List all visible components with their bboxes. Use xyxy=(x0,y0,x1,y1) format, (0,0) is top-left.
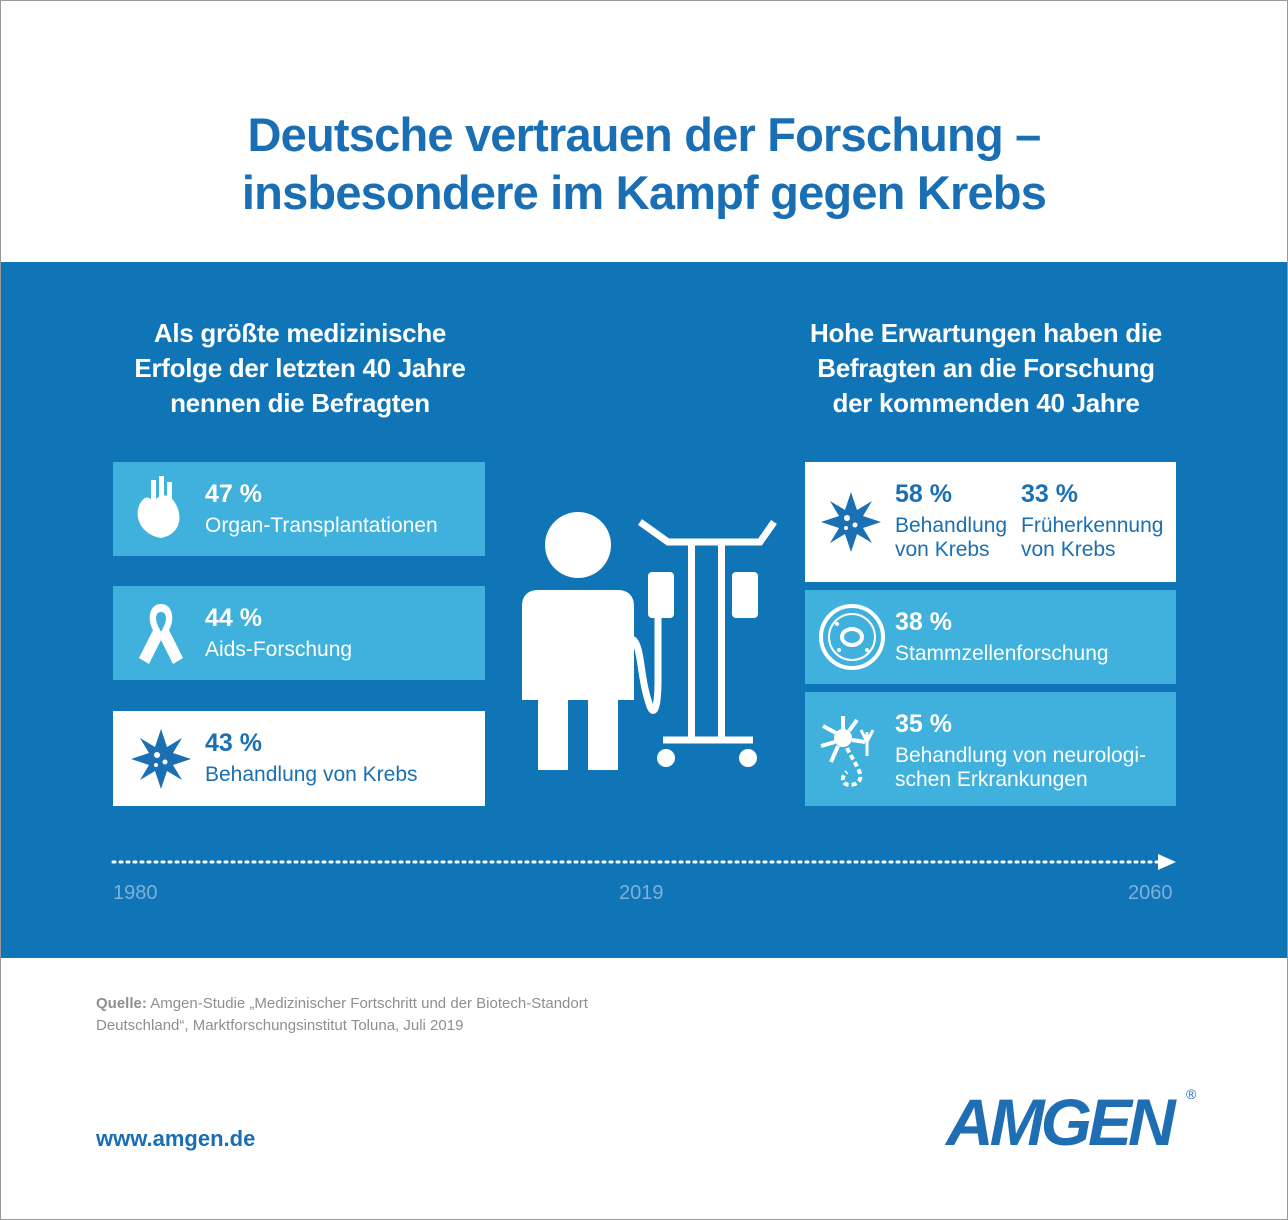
label: Organ-Transplantationen xyxy=(205,514,438,537)
item-box: 44 % Aids-Forschung xyxy=(113,586,485,680)
heart-icon xyxy=(137,476,180,538)
percent: 43 % xyxy=(205,729,262,757)
heading-line: nennen die Befragten xyxy=(170,388,430,418)
label-line: schen Erkrankungen xyxy=(895,768,1088,791)
label-line: von Krebs xyxy=(895,538,990,561)
timeline-label: 1980 xyxy=(113,882,158,904)
heading-line: Hohe Erwartungen haben die xyxy=(810,318,1162,348)
title-line: insbesondere im Kampf gegen Krebs xyxy=(241,166,1047,219)
label: Stammzellenforschung xyxy=(895,642,1109,665)
timeline-arrow xyxy=(111,854,1176,870)
ribbon-icon xyxy=(139,604,183,664)
heading-line: Als größte medizinische xyxy=(153,318,447,348)
label: Behandlung von neurologi-schen Erkrankun… xyxy=(895,744,1146,792)
percent: 47 % xyxy=(205,480,262,508)
cancer-icon xyxy=(131,729,191,789)
label-line: von Krebs xyxy=(1021,538,1116,561)
source-line: Quelle: Amgen-Studie „Medizinischer Fort… xyxy=(96,993,588,1015)
heading-line: Befragten an die Forschung xyxy=(817,353,1155,383)
title: Deutsche vertrauen der Forschung – insbe… xyxy=(0,106,1288,222)
heading-line: der kommenden 40 Jahre xyxy=(832,388,1140,418)
cancer-icon xyxy=(821,492,881,552)
label: Aids-Forschung xyxy=(205,638,353,661)
source-text: Amgen-Studie „Medizinischer Fortschritt … xyxy=(150,995,588,1012)
patient-icon xyxy=(522,512,777,770)
source: Quelle: Amgen-Studie „Medizinischer Fort… xyxy=(96,993,588,1037)
percent: 58 % xyxy=(895,480,952,508)
source-line: Deutschland“, Marktforschungsinstitut To… xyxy=(96,1017,464,1034)
logo: AMGEN xyxy=(946,1085,1176,1159)
item-box: 47 % Organ-Transplantationen xyxy=(113,462,485,556)
percent: 33 % xyxy=(1021,480,1078,508)
timeline-label: 2019 xyxy=(619,882,664,904)
label-line: Früherkennung xyxy=(1021,514,1164,537)
heading-line: Erfolge der letzten 40 Jahre xyxy=(134,353,466,383)
timeline-label: 2060 xyxy=(1128,882,1173,904)
label: Behandlung von Krebs xyxy=(205,763,418,786)
percent: 35 % xyxy=(895,710,952,738)
label-line: Behandlung xyxy=(895,514,1008,537)
url: www.amgen.de xyxy=(96,1126,256,1151)
right-heading: Hohe Erwartungen haben die Befragten an … xyxy=(786,316,1186,421)
title-line: Deutsche vertrauen der Forschung – xyxy=(247,108,1042,161)
percent: 44 % xyxy=(205,604,262,632)
neuron-icon xyxy=(820,716,875,787)
label-line: Behandlung von neurologi- xyxy=(895,744,1147,767)
item-box: 35 % Behandlung von neurologi-schen Erkr… xyxy=(805,692,1176,806)
item-box: 58 % Behandlung von Krebs 33 % Früherkenn… xyxy=(805,462,1176,582)
item-box: 43 % Behandlung von Krebs xyxy=(113,711,485,806)
percent: 38 % xyxy=(895,608,952,636)
left-heading: Als größte medizinische Erfolge der letz… xyxy=(100,316,500,421)
label: Früherkennung von Krebs xyxy=(1021,514,1163,562)
item-box: 38 % Stammzellenforschung xyxy=(805,590,1176,684)
source-prefix: Quelle: xyxy=(96,995,147,1012)
cell-icon xyxy=(819,604,885,670)
logo-mark: ® xyxy=(1186,1086,1197,1102)
label: Behandlung von Krebs xyxy=(895,514,1007,562)
